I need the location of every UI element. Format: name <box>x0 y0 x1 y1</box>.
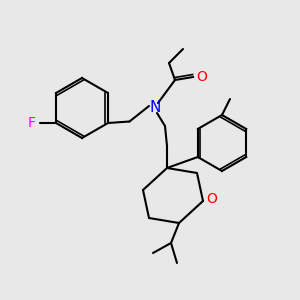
Text: F: F <box>28 116 36 130</box>
Text: O: O <box>196 70 207 84</box>
Text: N: N <box>149 100 161 116</box>
Text: O: O <box>207 192 218 206</box>
